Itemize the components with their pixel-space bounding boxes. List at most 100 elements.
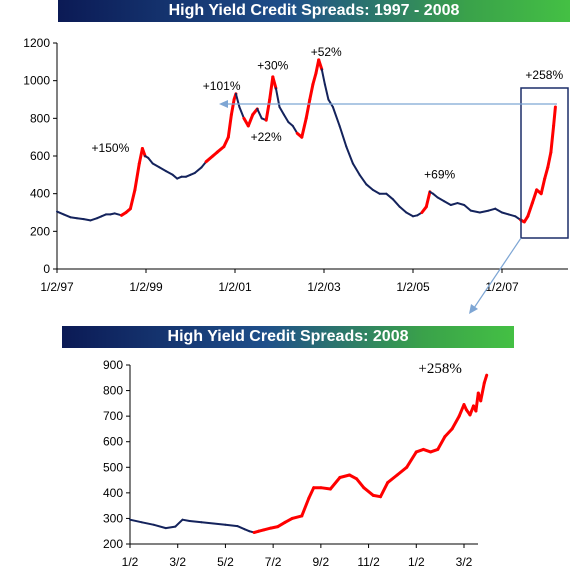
top-chart-series-segment <box>282 113 290 124</box>
top-chart-series-segment <box>193 166 203 174</box>
top-chart-series-segment <box>238 106 245 120</box>
bottom-chart-series-highlight-segment <box>355 477 366 490</box>
top-chart-series-segment <box>62 213 72 219</box>
top-chart-series-highlight-segment <box>229 98 236 117</box>
top-chart-series-segment <box>327 98 334 108</box>
bottom-chart-y-tick-label: 400 <box>103 486 123 500</box>
top-chart-y-tick-label: 1200 <box>23 36 50 50</box>
top-chart-series-highlight-segment <box>264 98 272 122</box>
top-chart-series-segment <box>151 162 161 169</box>
top-chart-series-highlight-segment <box>317 58 324 71</box>
top-chart-series-highlight-segment <box>530 188 539 205</box>
top-chart-series-segment <box>392 198 401 208</box>
bottom-chart-y-tick-label: 900 <box>103 358 123 372</box>
bottom-chart-series-highlight-segment <box>386 473 399 485</box>
top-chart-series-segment <box>76 217 85 221</box>
bottom-chart-series-segment <box>200 521 215 525</box>
top-chart-series-segment <box>365 183 374 191</box>
top-chart-y-tick-label: 800 <box>30 111 50 125</box>
top-chart-series-segment <box>385 192 394 201</box>
chart-title-bottom: High Yield Credit Spreads: 2008 <box>62 326 514 348</box>
bottom-chart-y-tick-label: 700 <box>103 409 123 423</box>
top-chart-series-segment <box>351 162 361 176</box>
bottom-chart-x-tick-label: 7/2 <box>265 555 282 569</box>
top-chart-x-tick-label: 1/2/07 <box>485 280 519 294</box>
top-chart-series-segment <box>478 209 490 214</box>
top-chart-series-segment <box>147 156 154 165</box>
chart-title-top: High Yield Credit Spreads: 1997 - 2008 <box>58 0 570 22</box>
bottom-chart-x-tick-label: 5/2 <box>217 555 234 569</box>
bottom-chart-series-highlight-segment <box>319 486 332 491</box>
bottom-chart-y-tick-label: 200 <box>103 537 123 551</box>
top-chart-x-tick-label: 1/2/05 <box>396 280 430 294</box>
top-chart-series-segment <box>487 207 497 212</box>
top-chart-series-highlight-segment <box>251 107 259 117</box>
top-chart-x-tick-label: 1/2/99 <box>129 280 163 294</box>
bottom-chart-x-tick-label: 1/2 <box>122 555 139 569</box>
top-chart-series-segment <box>69 216 78 220</box>
top-chart-series-segment <box>436 196 446 203</box>
bottom-chart-series-highlight-segment <box>457 403 466 418</box>
top-chart-series-segment <box>338 124 348 148</box>
top-chart-series-highlight-segment <box>526 201 534 218</box>
top-chart-series-segment <box>165 170 174 176</box>
bottom-chart-series-highlight-segment <box>300 496 311 518</box>
top-chart-series-segment <box>345 145 354 165</box>
bottom-chart-series-segment <box>236 525 246 531</box>
bottom-chart-series-segment <box>164 525 177 530</box>
top-chart-series-highlight-segment <box>539 177 547 196</box>
top-chart-annotation: +258% <box>525 68 563 82</box>
top-chart-series-highlight-segment <box>308 82 315 101</box>
top-chart-series-highlight-segment <box>128 188 137 211</box>
bottom-chart-series-highlight-segment <box>290 514 304 520</box>
zoom-callout-line <box>473 237 522 309</box>
top-chart-series-segment <box>56 210 65 216</box>
top-chart-series-highlight-segment <box>304 98 312 120</box>
bottom-chart-series-segment <box>129 518 143 524</box>
top-chart-series-segment <box>234 92 241 108</box>
highlight-box <box>520 87 569 239</box>
top-chart-y-tick-label: 0 <box>43 262 50 276</box>
top-chart-series-segment <box>405 211 414 218</box>
bottom-chart-y-tick-label: 500 <box>103 460 123 474</box>
bottom-chart-y-tick-label: 300 <box>103 511 123 525</box>
top-chart-series-highlight-segment <box>311 71 318 86</box>
top-chart-series-highlight-segment <box>271 75 278 90</box>
bottom-chart-series-segment <box>224 523 239 528</box>
top-chart-series-highlight-segment <box>246 113 255 128</box>
top-chart-annotation: +22% <box>251 130 282 144</box>
top-chart-y-tick-label: 600 <box>30 149 50 163</box>
top-chart-series-highlight-segment <box>300 116 308 139</box>
top-chart-series-segment <box>456 202 466 206</box>
zoom-callout-arrowhead <box>469 304 478 314</box>
top-chart-series-segment <box>89 217 99 222</box>
bottom-chart-y-tick-label: 800 <box>103 384 123 398</box>
top-chart-series-segment <box>398 205 408 214</box>
top-chart-annotation: +150% <box>92 141 130 155</box>
bottom-chart-series-segment <box>140 521 155 526</box>
top-chart-series-segment <box>469 209 481 214</box>
top-chart-series-highlight-segment <box>133 162 141 192</box>
top-chart-annotation: +52% <box>311 45 342 59</box>
bottom-chart-series-highlight-segment <box>436 435 447 451</box>
top-chart-series-segment <box>331 106 341 127</box>
top-chart-series-segment <box>501 211 510 216</box>
bottom-chart-series-highlight-segment <box>338 473 351 479</box>
top-chart-series-segment <box>507 213 517 218</box>
top-chart-x-tick-label: 1/2/01 <box>218 280 252 294</box>
top-chart-series-segment <box>371 188 381 195</box>
bottom-chart-series-highlight-segment <box>328 476 342 491</box>
top-chart-y-tick-label: 1000 <box>23 74 50 88</box>
top-chart-series-segment <box>463 204 472 212</box>
top-chart-y-tick-label: 400 <box>30 187 50 201</box>
bottom-chart-series-segment <box>212 522 227 526</box>
top-chart-series-highlight-segment <box>226 113 233 139</box>
bottom-chart-x-tick-label: 11/2 <box>357 555 380 569</box>
top-chart-series-segment <box>323 83 330 101</box>
bottom-chart-series-highlight-segment <box>307 486 316 500</box>
top-chart-series-highlight-segment <box>543 165 550 181</box>
top-chart-series-segment <box>443 200 452 206</box>
top-chart-series-segment <box>494 207 503 214</box>
bottom-chart-annotation: +258% <box>418 361 461 377</box>
